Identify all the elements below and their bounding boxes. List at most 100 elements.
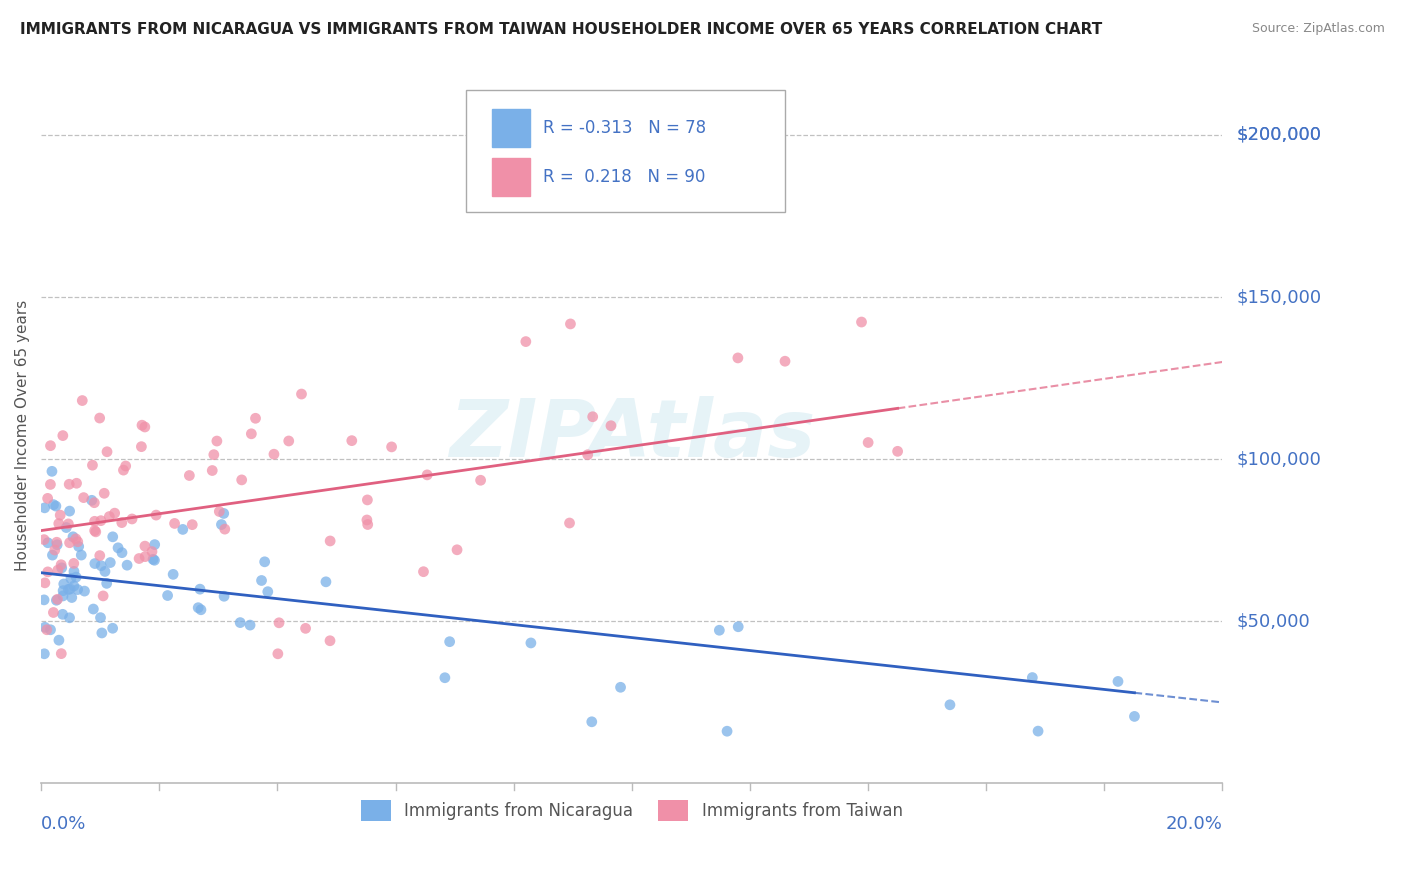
Point bbox=[46, 563, 69, 577]
Point bbox=[83, 524, 105, 538]
Text: ZIPAtlas: ZIPAtlas bbox=[449, 396, 815, 474]
Point bbox=[70, 548, 93, 562]
Point bbox=[34, 647, 56, 661]
Point bbox=[52, 428, 75, 442]
Point bbox=[267, 647, 290, 661]
Point bbox=[62, 557, 84, 571]
Point bbox=[162, 567, 184, 582]
Point bbox=[48, 516, 70, 531]
Point bbox=[83, 514, 105, 528]
Point bbox=[90, 514, 112, 528]
Point bbox=[89, 549, 111, 563]
Point bbox=[319, 533, 342, 548]
Text: $200,000: $200,000 bbox=[1237, 126, 1322, 144]
Point bbox=[939, 698, 962, 712]
Point bbox=[446, 542, 468, 557]
Point bbox=[600, 418, 623, 433]
Point bbox=[716, 724, 738, 739]
Point bbox=[172, 523, 194, 537]
Point bbox=[45, 499, 67, 513]
Point bbox=[45, 535, 67, 549]
Point bbox=[114, 458, 136, 473]
Point bbox=[201, 463, 224, 477]
Text: 20.0%: 20.0% bbox=[1166, 815, 1222, 833]
Point bbox=[72, 491, 94, 505]
Point bbox=[267, 615, 290, 630]
Point bbox=[576, 448, 599, 462]
Point bbox=[131, 418, 153, 433]
Point bbox=[93, 486, 115, 500]
Point bbox=[83, 557, 105, 571]
Point bbox=[48, 633, 70, 648]
Text: $150,000: $150,000 bbox=[1237, 288, 1322, 306]
Point bbox=[212, 589, 235, 603]
Text: $200,000: $200,000 bbox=[1237, 126, 1322, 144]
Point bbox=[55, 520, 77, 534]
Point bbox=[73, 584, 96, 599]
Point bbox=[34, 500, 56, 515]
Text: $100,000: $100,000 bbox=[1237, 450, 1322, 468]
Point bbox=[1107, 674, 1129, 689]
Point bbox=[41, 464, 63, 478]
Point bbox=[245, 411, 267, 425]
Point bbox=[412, 565, 434, 579]
Point bbox=[52, 589, 75, 603]
Text: IMMIGRANTS FROM NICARAGUA VS IMMIGRANTS FROM TAIWAN HOUSEHOLDER INCOME OVER 65 Y: IMMIGRANTS FROM NICARAGUA VS IMMIGRANTS … bbox=[20, 22, 1102, 37]
Point bbox=[72, 393, 94, 408]
Point bbox=[163, 516, 186, 531]
Point bbox=[32, 593, 55, 607]
Point bbox=[187, 600, 209, 615]
Point bbox=[141, 544, 163, 558]
Point bbox=[67, 540, 90, 554]
Point bbox=[58, 535, 80, 549]
Bar bbox=[492, 158, 530, 196]
Point bbox=[357, 517, 380, 532]
Point bbox=[66, 582, 89, 597]
Point bbox=[34, 575, 56, 590]
Point bbox=[1123, 709, 1146, 723]
Point bbox=[58, 582, 80, 597]
Point bbox=[190, 603, 212, 617]
Point bbox=[59, 582, 82, 596]
Point bbox=[340, 434, 363, 448]
Point bbox=[319, 633, 342, 648]
Point bbox=[433, 671, 456, 685]
Point bbox=[263, 447, 285, 461]
Point bbox=[1026, 724, 1049, 739]
Point bbox=[51, 561, 73, 575]
Point bbox=[90, 626, 112, 640]
Point bbox=[49, 558, 72, 572]
Point bbox=[188, 582, 211, 596]
Point bbox=[121, 512, 143, 526]
Point bbox=[205, 434, 228, 448]
Point bbox=[94, 565, 117, 579]
Point bbox=[112, 463, 135, 477]
Point bbox=[290, 387, 312, 401]
Point bbox=[231, 473, 253, 487]
Point bbox=[582, 409, 605, 424]
Point bbox=[773, 354, 796, 368]
Point bbox=[39, 439, 62, 453]
Point bbox=[44, 543, 66, 558]
Point bbox=[37, 565, 59, 579]
Point bbox=[240, 426, 263, 441]
Point bbox=[115, 558, 138, 573]
Point bbox=[63, 565, 86, 579]
Point bbox=[558, 516, 581, 530]
Point bbox=[470, 473, 492, 487]
Point bbox=[294, 621, 316, 635]
Point bbox=[142, 552, 165, 566]
Point bbox=[143, 553, 166, 567]
Point bbox=[49, 508, 72, 523]
Point bbox=[58, 611, 80, 625]
Text: R = -0.313   N = 78: R = -0.313 N = 78 bbox=[543, 120, 706, 137]
Point bbox=[84, 524, 107, 539]
Point bbox=[181, 517, 204, 532]
Point bbox=[356, 492, 378, 507]
Point bbox=[98, 556, 121, 570]
Point bbox=[32, 533, 55, 547]
Point bbox=[96, 576, 118, 591]
Point bbox=[52, 577, 75, 591]
Point bbox=[82, 602, 104, 616]
Point bbox=[39, 623, 62, 637]
